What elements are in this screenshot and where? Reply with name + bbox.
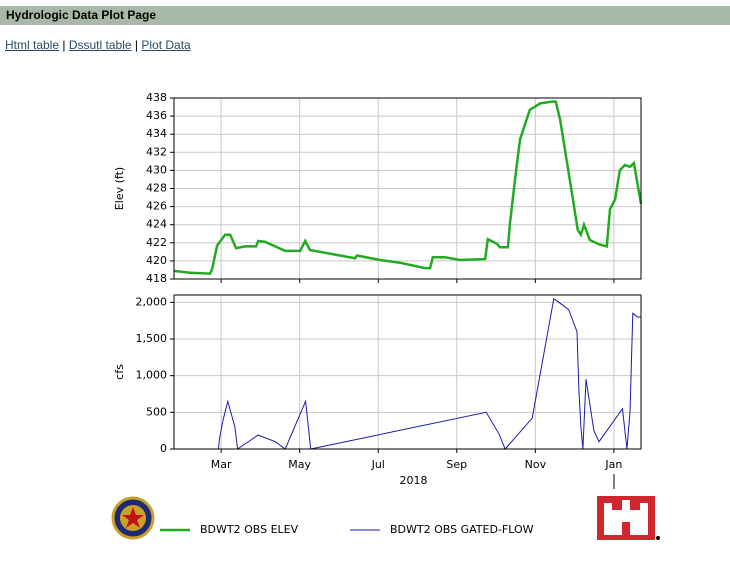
x-tick-label: Mar bbox=[211, 458, 232, 471]
y-tick-label: 434 bbox=[146, 127, 167, 140]
x-axis-label: 2018 bbox=[400, 474, 428, 487]
y-tick-label: 1,500 bbox=[136, 332, 168, 345]
separator: | bbox=[62, 38, 66, 52]
y-tick-label: 500 bbox=[146, 405, 167, 418]
page-header: Hydrologic Data Plot Page bbox=[0, 6, 730, 25]
y-tick-label: 430 bbox=[146, 163, 167, 176]
y-axis-label: Elev (ft) bbox=[113, 167, 126, 210]
y-tick-label: 438 bbox=[146, 91, 167, 104]
legend-label: BDWT2 OBS GATED-FLOW bbox=[390, 523, 534, 536]
y-tick-label: 418 bbox=[146, 272, 167, 285]
link[interactable]: Plot Data bbox=[141, 38, 191, 52]
link[interactable]: Dssutl table bbox=[68, 38, 132, 52]
y-tick-label: 1,000 bbox=[136, 369, 168, 382]
separator: | bbox=[134, 38, 139, 52]
y-tick-label: 428 bbox=[146, 182, 167, 195]
x-tick-label: Sep bbox=[446, 458, 467, 471]
y-tick-label: 432 bbox=[146, 145, 167, 158]
x-tick-label: May bbox=[288, 458, 311, 471]
y-tick-label: 422 bbox=[146, 236, 167, 249]
x-tick-label: Nov bbox=[525, 458, 547, 471]
usace-logo bbox=[597, 496, 660, 540]
y-tick-label: 426 bbox=[146, 200, 167, 213]
y-tick-label: 0 bbox=[160, 442, 167, 455]
data-line bbox=[174, 297, 641, 450]
y-tick-label: 424 bbox=[146, 218, 167, 231]
x-tick-label: Jul bbox=[371, 458, 385, 471]
data-line bbox=[173, 100, 643, 275]
y-tick-label: 2,000 bbox=[136, 295, 168, 308]
legend-label: BDWT2 OBS ELEV bbox=[200, 523, 299, 536]
plot-frame bbox=[173, 97, 642, 280]
x-tick-label: Jan bbox=[604, 458, 622, 471]
state-logo bbox=[111, 496, 155, 540]
y-tick-label: 420 bbox=[146, 254, 167, 267]
y-axis-label: cfs bbox=[113, 364, 126, 380]
plot-frame bbox=[173, 294, 642, 450]
y-tick-label: 436 bbox=[146, 109, 167, 122]
link-bar: Html table | Dssutl table | Plot Data bbox=[5, 38, 191, 52]
link[interactable]: Html table bbox=[5, 38, 60, 52]
